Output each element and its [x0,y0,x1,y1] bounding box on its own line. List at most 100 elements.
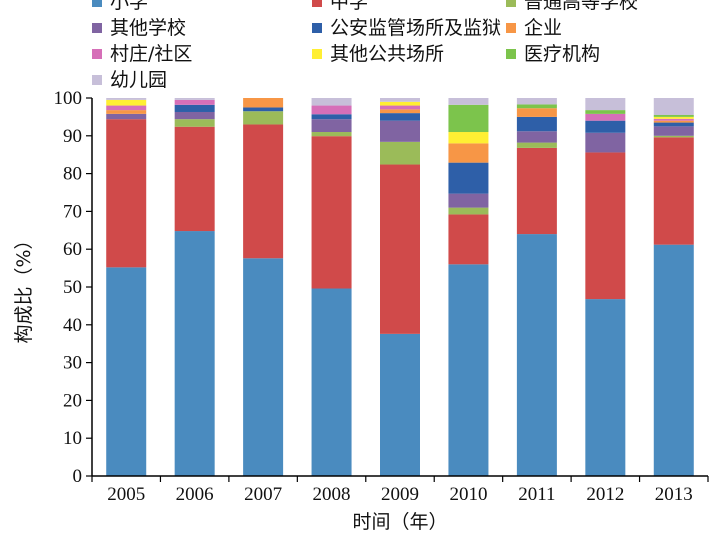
y-tick-label: 0 [73,466,83,487]
y-tick-label: 60 [63,239,82,260]
bar-segment [106,105,147,111]
bar-segment [106,113,147,120]
bar-segment [448,104,489,133]
legend-label: 公安监管场所及监狱 [330,17,501,39]
bar-segment [106,99,147,106]
bar-segment [585,110,626,114]
y-ticks: 0 10 20 30 40 50 60 70 80 90 100 [54,88,92,487]
bar-segment [653,118,694,121]
bar-segment [585,120,626,133]
bar-segment [243,111,284,125]
bar-segment [448,193,489,208]
bar-segment [380,105,420,110]
bar-segment [448,162,489,194]
y-tick-label: 100 [54,88,83,109]
bar-segment [243,107,284,112]
y-tick-label: 10 [63,428,82,449]
x-tick-label: 2007 [244,484,282,505]
bar-segment [174,98,215,100]
legend-label: 中学 [330,0,368,13]
bar-segment [106,98,147,100]
bar-segment [380,141,420,165]
x-tick-label: 2005 [107,484,145,505]
y-axis-title: 构成比（%） [13,230,35,343]
bar-segment [380,164,420,334]
bar-segment [243,124,284,259]
legend-swatch [92,0,102,7]
bar-segment [653,115,694,117]
legend-swatch [92,23,102,33]
bar-segment [653,126,694,136]
legend-label: 小学 [110,0,148,13]
bar-segment [653,244,694,476]
bar-segment [311,105,352,115]
x-axis-title: 时间（年） [352,511,447,533]
legend-swatch [312,49,322,59]
bar-segment [448,214,489,265]
legend-swatch [92,75,102,85]
bar-segment [585,113,626,121]
y-tick-label: 80 [63,164,82,185]
y-tick-label: 20 [63,390,82,411]
bar-segment [653,120,694,123]
bar-segment [448,264,489,476]
bar-segment [311,98,352,106]
x-tick-label: 2013 [655,484,693,505]
legend-swatch [506,23,516,33]
bar-segment [106,267,147,476]
legend-label: 医疗机构 [524,43,600,65]
x-tick-label: 2009 [381,484,419,505]
bar-segment [174,231,215,476]
legend-swatch [506,0,516,7]
bar-segment [311,288,352,476]
bar-segment [585,132,626,153]
bar-segment [311,132,352,137]
bar-segment [380,113,420,121]
bar-segment [653,137,694,245]
y-tick-label: 70 [63,201,82,222]
bar-segment [516,104,557,109]
legend-swatch [312,0,322,7]
bar-segment [174,99,215,105]
bar-segment [311,119,352,133]
bar-segment [311,114,352,120]
bar-segment [516,108,557,117]
bar-segment [380,120,420,142]
y-tick-label: 30 [63,353,82,374]
bar-segment [653,98,694,116]
bar-segment [380,333,420,476]
x-tick-label: 2006 [176,484,214,505]
bar-segment [585,299,626,476]
legend-label: 村庄/社区 [110,43,192,65]
bar-segment [174,111,215,120]
bar-segment [243,258,284,476]
bar-segment [448,207,489,215]
bar-segment [653,135,694,138]
bar-segment [448,98,489,105]
y-tick-label: 90 [63,126,82,147]
legend-label: 企业 [524,17,562,39]
y-tick-label: 40 [63,315,82,336]
legend-label: 幼儿园 [110,69,167,91]
bar-segment [174,119,215,127]
legend-swatch [92,49,102,59]
bar-segment [516,98,557,105]
x-tick-label: 2010 [449,484,487,505]
bar-segment [516,234,557,476]
bar-segment [516,116,557,132]
bar-segment [516,131,557,143]
y-tick-label: 50 [63,277,82,298]
legend-label: 其他学校 [110,17,186,39]
bar-segment [448,132,489,144]
bar-segment [243,98,284,108]
legend-label: 普通高等学校 [524,0,638,13]
bar-segment [380,101,420,106]
bar-segment [653,116,694,119]
bar-segment [106,119,147,268]
x-ticks: 2005 2006 2007 2008 2009 2010 2011 2012 2013 [91,476,709,505]
bar-segment [106,110,147,114]
bar-segment [174,126,215,232]
x-tick-label: 2012 [586,484,624,505]
